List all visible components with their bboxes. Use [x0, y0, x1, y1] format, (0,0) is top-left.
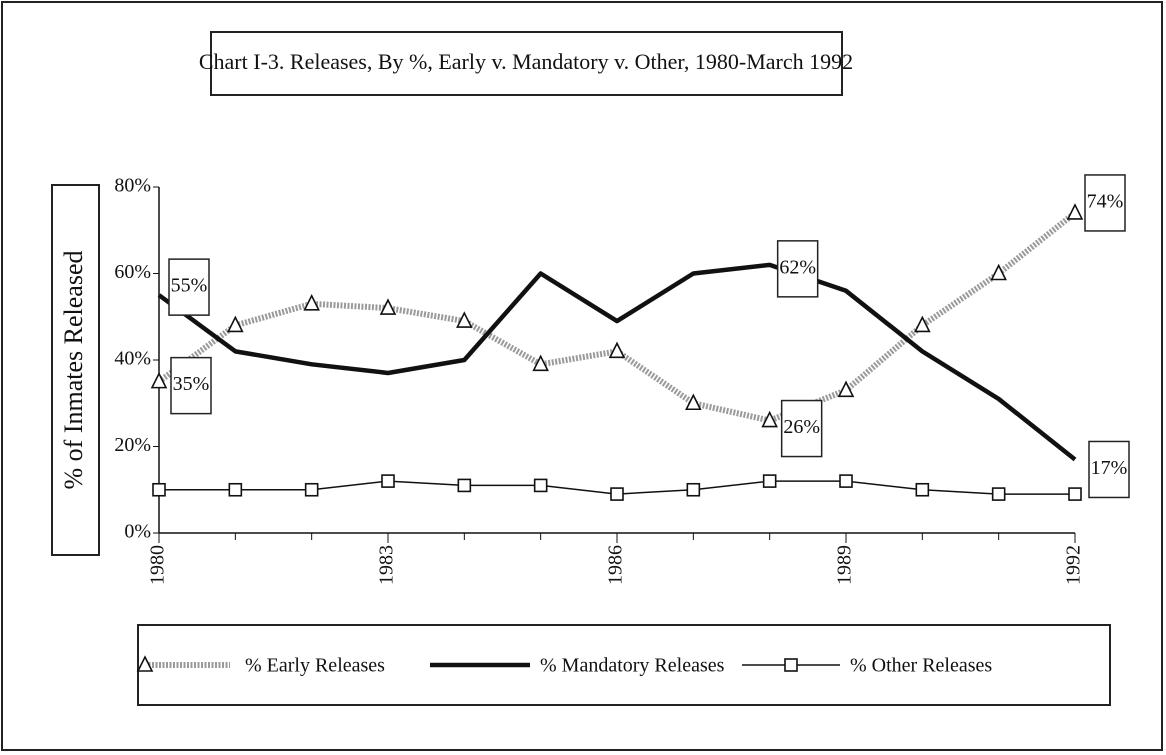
value-label-box — [168, 258, 210, 316]
y-tick-label: 20% — [114, 434, 151, 456]
square-marker — [152, 482, 166, 497]
square-marker — [686, 482, 701, 497]
x-tick-label: 1989 — [834, 545, 856, 585]
y-axis-label: % of Inmates Released — [59, 251, 88, 490]
value-label: 26% — [783, 416, 820, 438]
chart-title: Chart I-3. Releases, By %, Early v. Mand… — [199, 49, 853, 74]
value-label-box — [1088, 440, 1130, 499]
legend-label: % Mandatory Releases — [540, 655, 725, 677]
y-label-box — [51, 184, 100, 556]
legend-label: % Early Releases — [245, 655, 385, 677]
value-label: 55% — [171, 275, 208, 297]
triangle-marker — [990, 263, 1007, 281]
triangle-marker — [150, 371, 168, 389]
y-tick-label: 0% — [124, 521, 151, 543]
square-marker — [839, 474, 853, 488]
square-marker — [991, 487, 1006, 501]
triangle-marker — [303, 293, 320, 311]
triangle-marker — [914, 315, 931, 333]
square-marker — [610, 487, 624, 501]
value-label-box — [1084, 174, 1126, 232]
value-label: 74% — [1087, 191, 1124, 213]
x-tick-label: 1986 — [605, 545, 627, 585]
square-marker — [762, 474, 777, 488]
x-tick-label: 1983 — [376, 545, 398, 585]
value-label-box — [170, 356, 212, 415]
value-label-box — [776, 240, 819, 298]
series-line — [157, 262, 1077, 462]
y-tick-label: 40% — [114, 348, 151, 370]
value-label: 35% — [173, 373, 210, 395]
y-tick-label: 60% — [114, 261, 151, 283]
y-tick-label: 80% — [114, 175, 151, 197]
x-tick-label: 1980 — [147, 545, 169, 585]
triangle-marker — [1066, 203, 1084, 220]
value-label: 62% — [779, 256, 816, 278]
square-marker — [381, 474, 395, 488]
value-label-box — [780, 399, 823, 458]
triangle-marker — [379, 298, 397, 315]
value-label: 17% — [1091, 457, 1128, 479]
square-marker — [915, 482, 930, 497]
legend-box — [137, 624, 1111, 706]
triangle-marker — [456, 311, 473, 328]
triangle-marker — [837, 380, 855, 398]
series-line — [157, 210, 1077, 424]
triangle-marker — [227, 315, 244, 333]
legend-label: % Other Releases — [850, 655, 992, 677]
title-box — [210, 31, 843, 96]
triangle-marker — [608, 341, 626, 359]
square-marker — [784, 658, 798, 672]
square-marker — [533, 478, 548, 493]
square-marker — [457, 478, 472, 493]
x-tick-label: 1992 — [1063, 545, 1085, 585]
triangle-marker — [136, 655, 154, 672]
square-marker — [228, 482, 243, 497]
triangle-marker — [685, 393, 702, 411]
triangle-marker — [532, 354, 549, 372]
triangle-marker — [761, 410, 778, 428]
square-marker — [1068, 487, 1082, 501]
square-marker — [304, 482, 319, 497]
